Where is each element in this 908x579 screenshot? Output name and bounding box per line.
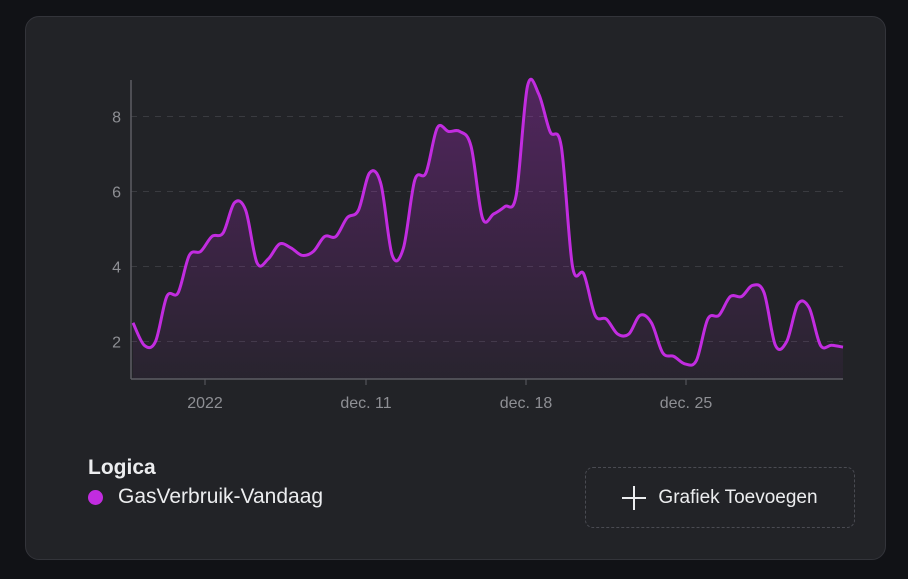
series-color-dot — [88, 489, 103, 505]
legend-item-label: GasVerbruik-Vandaag — [118, 485, 324, 508]
add-chart-button-label: Grafiek Toevoegen — [658, 486, 818, 508]
add-chart-button[interactable]: Grafiek Toevoegen — [585, 467, 855, 528]
x-tick-label: dec. 11 — [340, 395, 391, 412]
x-tick-label: 2022 — [187, 395, 223, 412]
x-tick-label: dec. 18 — [500, 395, 553, 412]
series-line — [131, 77, 844, 367]
legend-title: Logica — [88, 456, 156, 479]
y-axis-ticks: 2 4 6 8 — [112, 110, 121, 352]
y-tick-label: 4 — [112, 260, 121, 277]
legend-item[interactable]: GasVerbruik-Vandaag — [88, 485, 323, 509]
series-area — [133, 79, 843, 379]
x-tick-label: dec. 25 — [660, 395, 713, 412]
y-tick-label: 8 — [112, 110, 121, 127]
y-tick-label: 6 — [112, 185, 121, 202]
legend: Logica GasVerbruik-Vandaag — [88, 456, 323, 509]
x-axis-ticks: 2022 dec. 11 dec. 18 dec. 25 — [187, 379, 712, 412]
plus-icon — [622, 485, 647, 510]
y-tick-label: 2 — [112, 335, 121, 352]
